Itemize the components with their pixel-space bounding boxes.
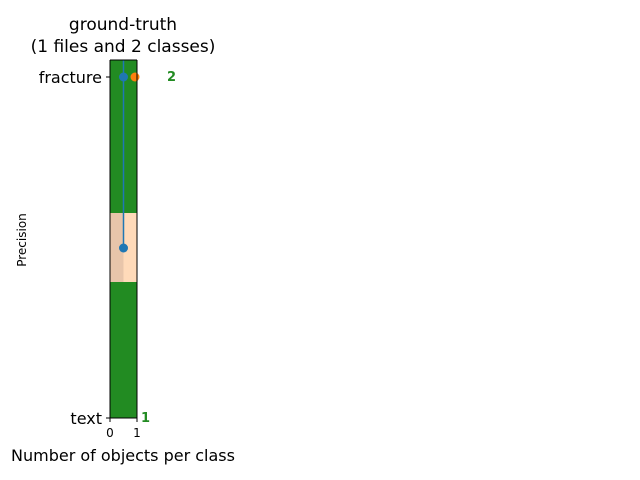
chart-title-line1: ground-truth xyxy=(69,15,177,35)
chart-title-line2: (1 files and 2 classes) xyxy=(31,37,216,57)
y-tick-label-text: text xyxy=(70,409,102,428)
x-tick-label-1: 1 xyxy=(133,426,141,440)
overlay-point-upper xyxy=(119,72,128,82)
bar-text xyxy=(110,282,137,418)
y-axis-label: Precision xyxy=(15,213,29,267)
plot-area: text fracture 0 11 2 xyxy=(39,59,176,440)
x-tick-label-0: 0 xyxy=(106,426,114,440)
x-axis-label: Number of objects per class xyxy=(11,446,235,465)
value-label-fracture: 2 xyxy=(167,70,176,85)
overlay-end-marker xyxy=(130,72,140,82)
value-label-text: 1 xyxy=(141,411,150,426)
overlay-fill-shaded xyxy=(110,213,124,282)
overlay-point-lower xyxy=(119,243,128,253)
y-tick-label-fracture: fracture xyxy=(39,68,102,87)
